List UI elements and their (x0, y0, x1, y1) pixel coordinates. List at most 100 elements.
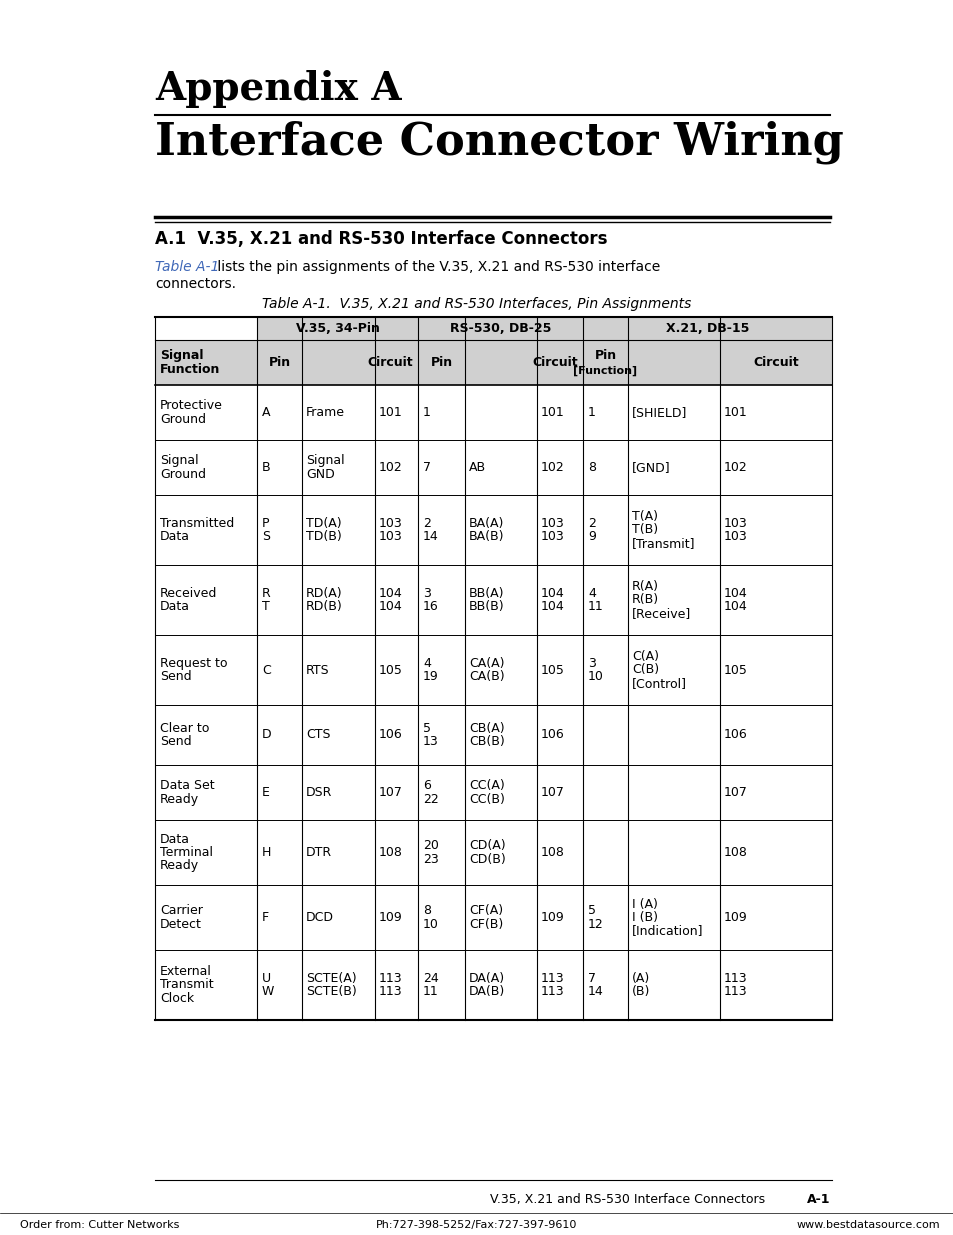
Text: CC(A): CC(A) (469, 779, 504, 793)
Text: 5: 5 (422, 722, 431, 735)
Text: Transmitted: Transmitted (160, 517, 234, 530)
Text: 104: 104 (378, 587, 402, 600)
Text: Ground: Ground (160, 468, 206, 480)
Text: 104: 104 (723, 600, 747, 613)
Text: Terminal: Terminal (160, 846, 213, 860)
Bar (582, 317, 831, 340)
Text: Order from: Cutter Networks: Order from: Cutter Networks (20, 1220, 179, 1230)
Text: GND: GND (306, 468, 335, 480)
Text: 4: 4 (587, 587, 596, 600)
Text: DSR: DSR (306, 785, 332, 799)
Text: 20: 20 (422, 840, 438, 852)
Text: www.bestdatasource.com: www.bestdatasource.com (796, 1220, 939, 1230)
Text: H: H (262, 846, 271, 860)
Text: 105: 105 (378, 663, 402, 677)
Text: CD(A): CD(A) (469, 840, 505, 852)
Text: CD(B): CD(B) (469, 852, 505, 866)
Text: [Transmit]: [Transmit] (631, 536, 695, 550)
Text: Transmit: Transmit (160, 978, 213, 992)
Text: 3: 3 (422, 587, 431, 600)
Text: CTS: CTS (306, 729, 330, 741)
Text: (A): (A) (631, 972, 650, 986)
Text: 113: 113 (723, 972, 747, 986)
Text: 101: 101 (378, 406, 402, 419)
Text: R(A): R(A) (631, 580, 659, 594)
Text: Ph:727-398-5252/Fax:727-397-9610: Ph:727-398-5252/Fax:727-397-9610 (375, 1220, 578, 1230)
Text: Interface Connector Wiring: Interface Connector Wiring (154, 120, 842, 163)
Text: A-1: A-1 (805, 1193, 829, 1207)
Text: TD(A): TD(A) (306, 517, 341, 530)
Text: Pin: Pin (594, 350, 616, 362)
Text: 2: 2 (587, 517, 596, 530)
Text: 104: 104 (723, 587, 747, 600)
Text: 103: 103 (378, 530, 402, 543)
Text: 103: 103 (378, 517, 402, 530)
Text: S: S (262, 530, 270, 543)
Text: Data: Data (160, 600, 190, 613)
Text: B: B (262, 461, 271, 474)
Text: T(A): T(A) (631, 510, 658, 524)
Text: R(B): R(B) (631, 594, 659, 606)
Text: I (B): I (B) (631, 911, 658, 924)
Text: Protective: Protective (160, 399, 223, 412)
Text: Clock: Clock (160, 992, 193, 1004)
Text: DTR: DTR (306, 846, 332, 860)
Text: 103: 103 (540, 517, 564, 530)
Text: 103: 103 (723, 517, 747, 530)
Text: 113: 113 (723, 986, 747, 998)
Text: 7: 7 (587, 972, 596, 986)
Text: 10: 10 (422, 918, 438, 930)
Text: lists the pin assignments of the V.35, X.21 and RS-530 interface: lists the pin assignments of the V.35, X… (213, 261, 659, 274)
Text: 101: 101 (723, 406, 747, 419)
Text: connectors.: connectors. (154, 277, 235, 291)
Text: 108: 108 (540, 846, 564, 860)
Text: DA(A): DA(A) (469, 972, 504, 986)
Text: 14: 14 (587, 986, 603, 998)
Text: 9: 9 (587, 530, 596, 543)
Text: [Function]: [Function] (573, 366, 637, 375)
Text: [Control]: [Control] (631, 677, 686, 689)
Text: 8: 8 (587, 461, 596, 474)
Text: CB(A): CB(A) (469, 722, 504, 735)
Text: CF(B): CF(B) (469, 918, 503, 930)
Text: 109: 109 (540, 911, 564, 924)
Text: 109: 109 (723, 911, 747, 924)
Text: RS-530, DB-25: RS-530, DB-25 (450, 322, 551, 335)
Text: D: D (262, 729, 272, 741)
Text: 109: 109 (378, 911, 402, 924)
Text: 1: 1 (422, 406, 431, 419)
Text: DA(B): DA(B) (469, 986, 505, 998)
Text: 102: 102 (540, 461, 564, 474)
Text: 6: 6 (422, 779, 431, 793)
Bar (417, 317, 582, 340)
Text: [SHIELD]: [SHIELD] (631, 406, 687, 419)
Text: Table A-1: Table A-1 (154, 261, 219, 274)
Text: 105: 105 (723, 663, 747, 677)
Text: 106: 106 (540, 729, 564, 741)
Text: 102: 102 (378, 461, 402, 474)
Text: 16: 16 (422, 600, 438, 613)
Text: C(A): C(A) (631, 651, 659, 663)
Text: 103: 103 (540, 530, 564, 543)
Text: U: U (262, 972, 271, 986)
Text: F: F (262, 911, 269, 924)
Text: 11: 11 (422, 986, 438, 998)
Text: V.35, X.21 and RS-530 Interface Connectors: V.35, X.21 and RS-530 Interface Connecto… (490, 1193, 764, 1207)
Text: Signal: Signal (160, 454, 198, 468)
Text: BB(A): BB(A) (469, 587, 504, 600)
Bar (256, 317, 417, 340)
Text: Table A-1.  V.35, X.21 and RS-530 Interfaces, Pin Assignments: Table A-1. V.35, X.21 and RS-530 Interfa… (262, 296, 691, 311)
Text: RTS: RTS (306, 663, 330, 677)
Text: DCD: DCD (306, 911, 334, 924)
Text: Pin: Pin (268, 356, 291, 369)
Text: 107: 107 (378, 785, 402, 799)
Text: 104: 104 (540, 587, 564, 600)
Text: 106: 106 (378, 729, 402, 741)
Text: 23: 23 (422, 852, 438, 866)
Text: Frame: Frame (306, 406, 345, 419)
Text: 113: 113 (378, 986, 402, 998)
Text: 12: 12 (587, 918, 603, 930)
Text: I (A): I (A) (631, 898, 658, 911)
Text: RD(A): RD(A) (306, 587, 342, 600)
Text: SCTE(B): SCTE(B) (306, 986, 356, 998)
